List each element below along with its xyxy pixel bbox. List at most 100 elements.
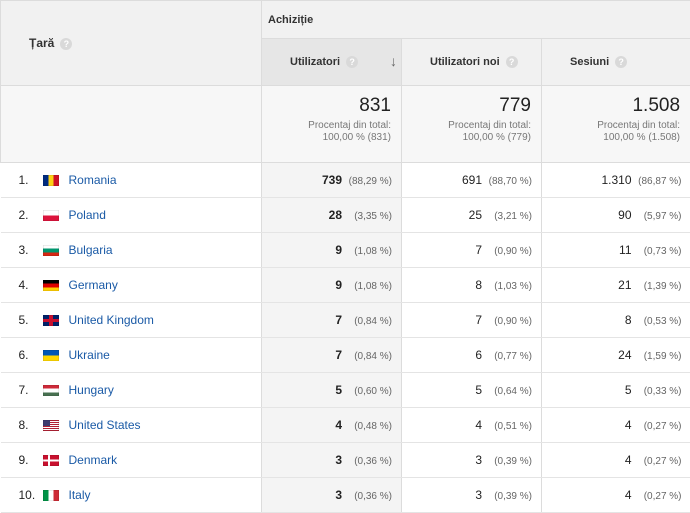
sessions-percent: (86,87 %) (636, 176, 682, 187)
help-icon[interactable]: ? (506, 56, 518, 68)
new-users-percent: (3,21 %) (486, 211, 532, 222)
country-link[interactable]: United States (69, 418, 141, 432)
new-users-column-header[interactable]: Utilizatori noi? (402, 39, 542, 86)
users-value: 28 (329, 208, 342, 222)
users-cell: 3 (0,36 %) (262, 478, 402, 513)
new-users-cell: 3(0,39 %) (402, 478, 542, 513)
sessions-column-header[interactable]: Sesiuni? (542, 39, 690, 86)
users-percent: (0,60 %) (346, 386, 392, 397)
dk-flag-icon (43, 455, 59, 466)
new-users-total-pct: 100,00 % (779) (402, 132, 531, 144)
users-percent: (0,36 %) (346, 456, 392, 467)
new-users-cell: 7(0,90 %) (402, 233, 542, 268)
users-cell: 3(0,36 %) (262, 443, 402, 478)
new-users-cell: 8(1,03 %) (402, 268, 542, 303)
new-users-value: 3 (475, 488, 482, 502)
sessions-value: 24 (618, 348, 631, 362)
country-link[interactable]: Ukraine (69, 348, 110, 362)
new-users-cell: 6(0,77 %) (402, 338, 542, 373)
sessions-value: 4 (625, 488, 632, 502)
row-index: 9. (19, 453, 43, 467)
country-cell: 3. Bulgaria (1, 233, 262, 268)
sessions-percent: (0,27 %) (636, 421, 682, 432)
country-column-header[interactable]: Țară? (1, 1, 262, 86)
row-index: 4. (19, 278, 43, 292)
users-value: 4 (335, 418, 342, 432)
country-link[interactable]: United Kingdom (69, 313, 154, 327)
users-percent: (0,48 %) (346, 421, 392, 432)
help-icon[interactable]: ? (615, 56, 627, 68)
new-users-percent: (0,77 %) (486, 351, 532, 362)
sessions-value: 4 (625, 453, 632, 467)
users-header-label: Utilizatori (290, 56, 340, 68)
table-row: 9. Denmark 3(0,36 %) 3 (0,39 %) 4 (0,27 %) (1, 443, 690, 478)
users-column-header[interactable]: Utilizatori? ↓ (262, 39, 402, 86)
gb-flag-icon (43, 315, 59, 326)
users-total: 831 Procentaj din total: 100,00 % (831) (262, 86, 402, 163)
country-cell: 4. Germany (1, 268, 262, 303)
sessions-cell: 4(0,27 %) (542, 408, 690, 443)
de-flag-icon (43, 280, 59, 291)
country-cell: 5. United Kingdom (1, 303, 262, 338)
sessions-value: 90 (618, 208, 631, 222)
users-percent: (1,08 %) (346, 246, 392, 257)
sessions-total-label: Procentaj din total: (542, 120, 680, 132)
sessions-value: 11 (619, 243, 631, 257)
new-users-total-value: 779 (402, 96, 531, 116)
sort-descending-icon[interactable]: ↓ (390, 53, 397, 69)
sessions-cell: 1.310(86,87 %) (542, 163, 690, 198)
sessions-percent: (0,27 %) (636, 456, 682, 467)
users-cell: 739(88,29 %) (262, 163, 402, 198)
row-index: 5. (19, 313, 43, 327)
sessions-cell: 4(0,27 %) (542, 478, 690, 513)
sessions-percent: (0,53 %) (636, 316, 682, 327)
users-value: 7 (335, 313, 342, 327)
new-users-total: 779 Procentaj din total: 100,00 % (779) (402, 86, 542, 163)
users-percent: (0,84 %) (346, 316, 392, 327)
pl-flag-icon (43, 210, 59, 221)
ua-flag-icon (43, 350, 59, 361)
new-users-percent: (0,39 %) (486, 456, 532, 467)
users-percent: (88,29 %) (346, 176, 392, 187)
sessions-value: 21 (618, 278, 631, 292)
users-cell: 5(0,60 %) (262, 373, 402, 408)
sessions-percent: (1,59 %) (636, 351, 682, 362)
sessions-cell: 5(0,33 %) (542, 373, 690, 408)
country-link[interactable]: Germany (69, 278, 118, 292)
help-icon[interactable]: ? (346, 56, 358, 68)
country-link[interactable]: Poland (69, 208, 106, 222)
new-users-value: 25 (469, 208, 482, 222)
acquisition-group-label: Achiziție (268, 14, 313, 26)
country-link[interactable]: Romania (69, 173, 117, 187)
it-flag-icon (43, 490, 59, 501)
new-users-value: 691 (462, 173, 482, 187)
users-value: 9 (335, 278, 342, 292)
country-link[interactable]: Hungary (69, 383, 114, 397)
country-link[interactable]: Italy (69, 488, 91, 502)
totals-row: 831 Procentaj din total: 100,00 % (831) … (1, 86, 690, 163)
new-users-value: 5 (475, 383, 482, 397)
row-index: 3. (19, 243, 43, 257)
sessions-percent: (0,73 %) (636, 246, 682, 257)
country-cell: 2.Poland (1, 198, 262, 233)
users-cell: 28(3,35 %) (262, 198, 402, 233)
users-value: 3 (335, 488, 342, 502)
new-users-value: 7 (475, 313, 482, 327)
users-total-pct: 100,00 % (831) (262, 132, 391, 144)
users-percent: (0,36 %) (346, 491, 392, 502)
new-users-percent: (0,90 %) (486, 246, 532, 257)
new-users-cell: 691(88,70 %) (402, 163, 542, 198)
country-link[interactable]: Bulgaria (69, 243, 113, 257)
row-index: 6. (19, 348, 43, 362)
sessions-total: 1.508 Procentaj din total: 100,00 % (1.5… (542, 86, 690, 163)
new-users-value: 3 (475, 453, 482, 467)
sessions-value: 8 (625, 313, 632, 327)
country-link[interactable]: Denmark (69, 453, 118, 467)
sessions-header-label: Sesiuni (570, 56, 609, 68)
help-icon[interactable]: ? (60, 38, 72, 50)
